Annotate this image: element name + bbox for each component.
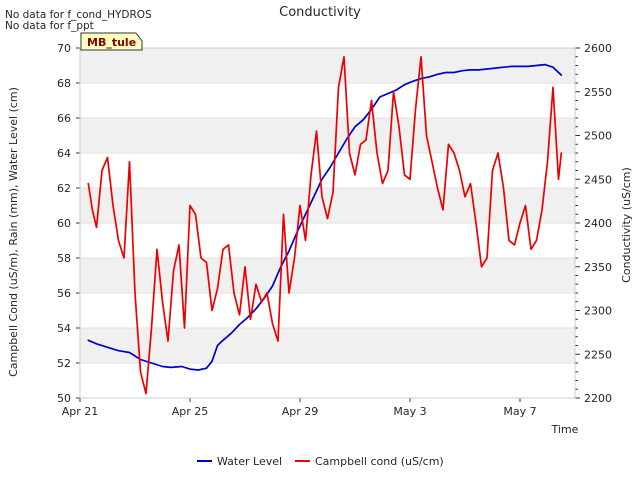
left-tick-label: 56 [57,287,71,300]
right-tick-label: 2450 [584,173,612,186]
right-axis: 2200 2250 2300 2350 2400 2450 2500 2550 2600 [575,42,612,405]
right-tick-label: 2200 [584,392,612,405]
legend-label-campbell-cond: Campbell cond (uS/cm) [315,455,444,468]
left-tick-label: 52 [57,357,71,370]
x-tick-label: Apr 21 [62,405,99,418]
left-tick-label: 64 [57,147,71,160]
grid-bands [80,47,575,399]
series-line-water-level [87,63,563,371]
right-tick-label: 2500 [584,130,612,143]
right-tick-label: 2250 [584,348,612,361]
x-tick-label: Apr 29 [282,405,319,418]
series-line-campbell-cond [87,55,563,395]
note-no-data-ppt: No data for f_ppt [5,20,94,32]
left-tick-label: 60 [57,217,71,230]
left-tick-label: 62 [57,182,71,195]
grid-band [80,258,575,293]
right-tick-label: 2400 [584,217,612,230]
site-badge-label: MB_tule [87,36,136,49]
site-badge: MB_tule [80,32,143,51]
left-tick-label: 66 [57,112,71,125]
left-tick-label: 50 [57,392,71,405]
plot-frame [79,47,576,399]
right-tick-label: 2550 [584,86,612,99]
left-axis-label: Campbell Cond (uS/m), Rain (mm), Water L… [7,87,20,377]
x-axis: Apr 21 Apr 25 Apr 29 May 3 May 7 [62,398,537,418]
left-tick-label: 54 [57,322,71,335]
right-tick-label: 2350 [584,261,612,274]
left-tick-label: 70 [57,42,71,55]
x-tick-label: Apr 25 [172,405,209,418]
left-axis: 50 52 54 56 58 60 62 64 66 68 70 [57,42,80,405]
grid-band [80,48,575,83]
x-axis-label: Time [551,423,579,436]
grid-band [80,118,575,153]
right-tick-label: 2300 [584,305,612,318]
series-layer [87,55,563,395]
legend-label-water-level: Water Level [217,455,282,468]
x-tick-label: May 7 [503,405,536,418]
left-tick-label: 58 [57,252,71,265]
note-no-data-hydros: No data for f_cond_HYDROS [5,9,152,21]
right-axis-label: Conductivity (uS/cm) [620,167,633,283]
right-tick-label: 2600 [584,42,612,55]
left-tick-label: 68 [57,77,71,90]
x-tick-label: May 3 [393,405,426,418]
grid-band [80,328,575,363]
legend: Water Level Campbell cond (uS/cm) [197,455,444,468]
chart-title: Conductivity [279,5,361,20]
